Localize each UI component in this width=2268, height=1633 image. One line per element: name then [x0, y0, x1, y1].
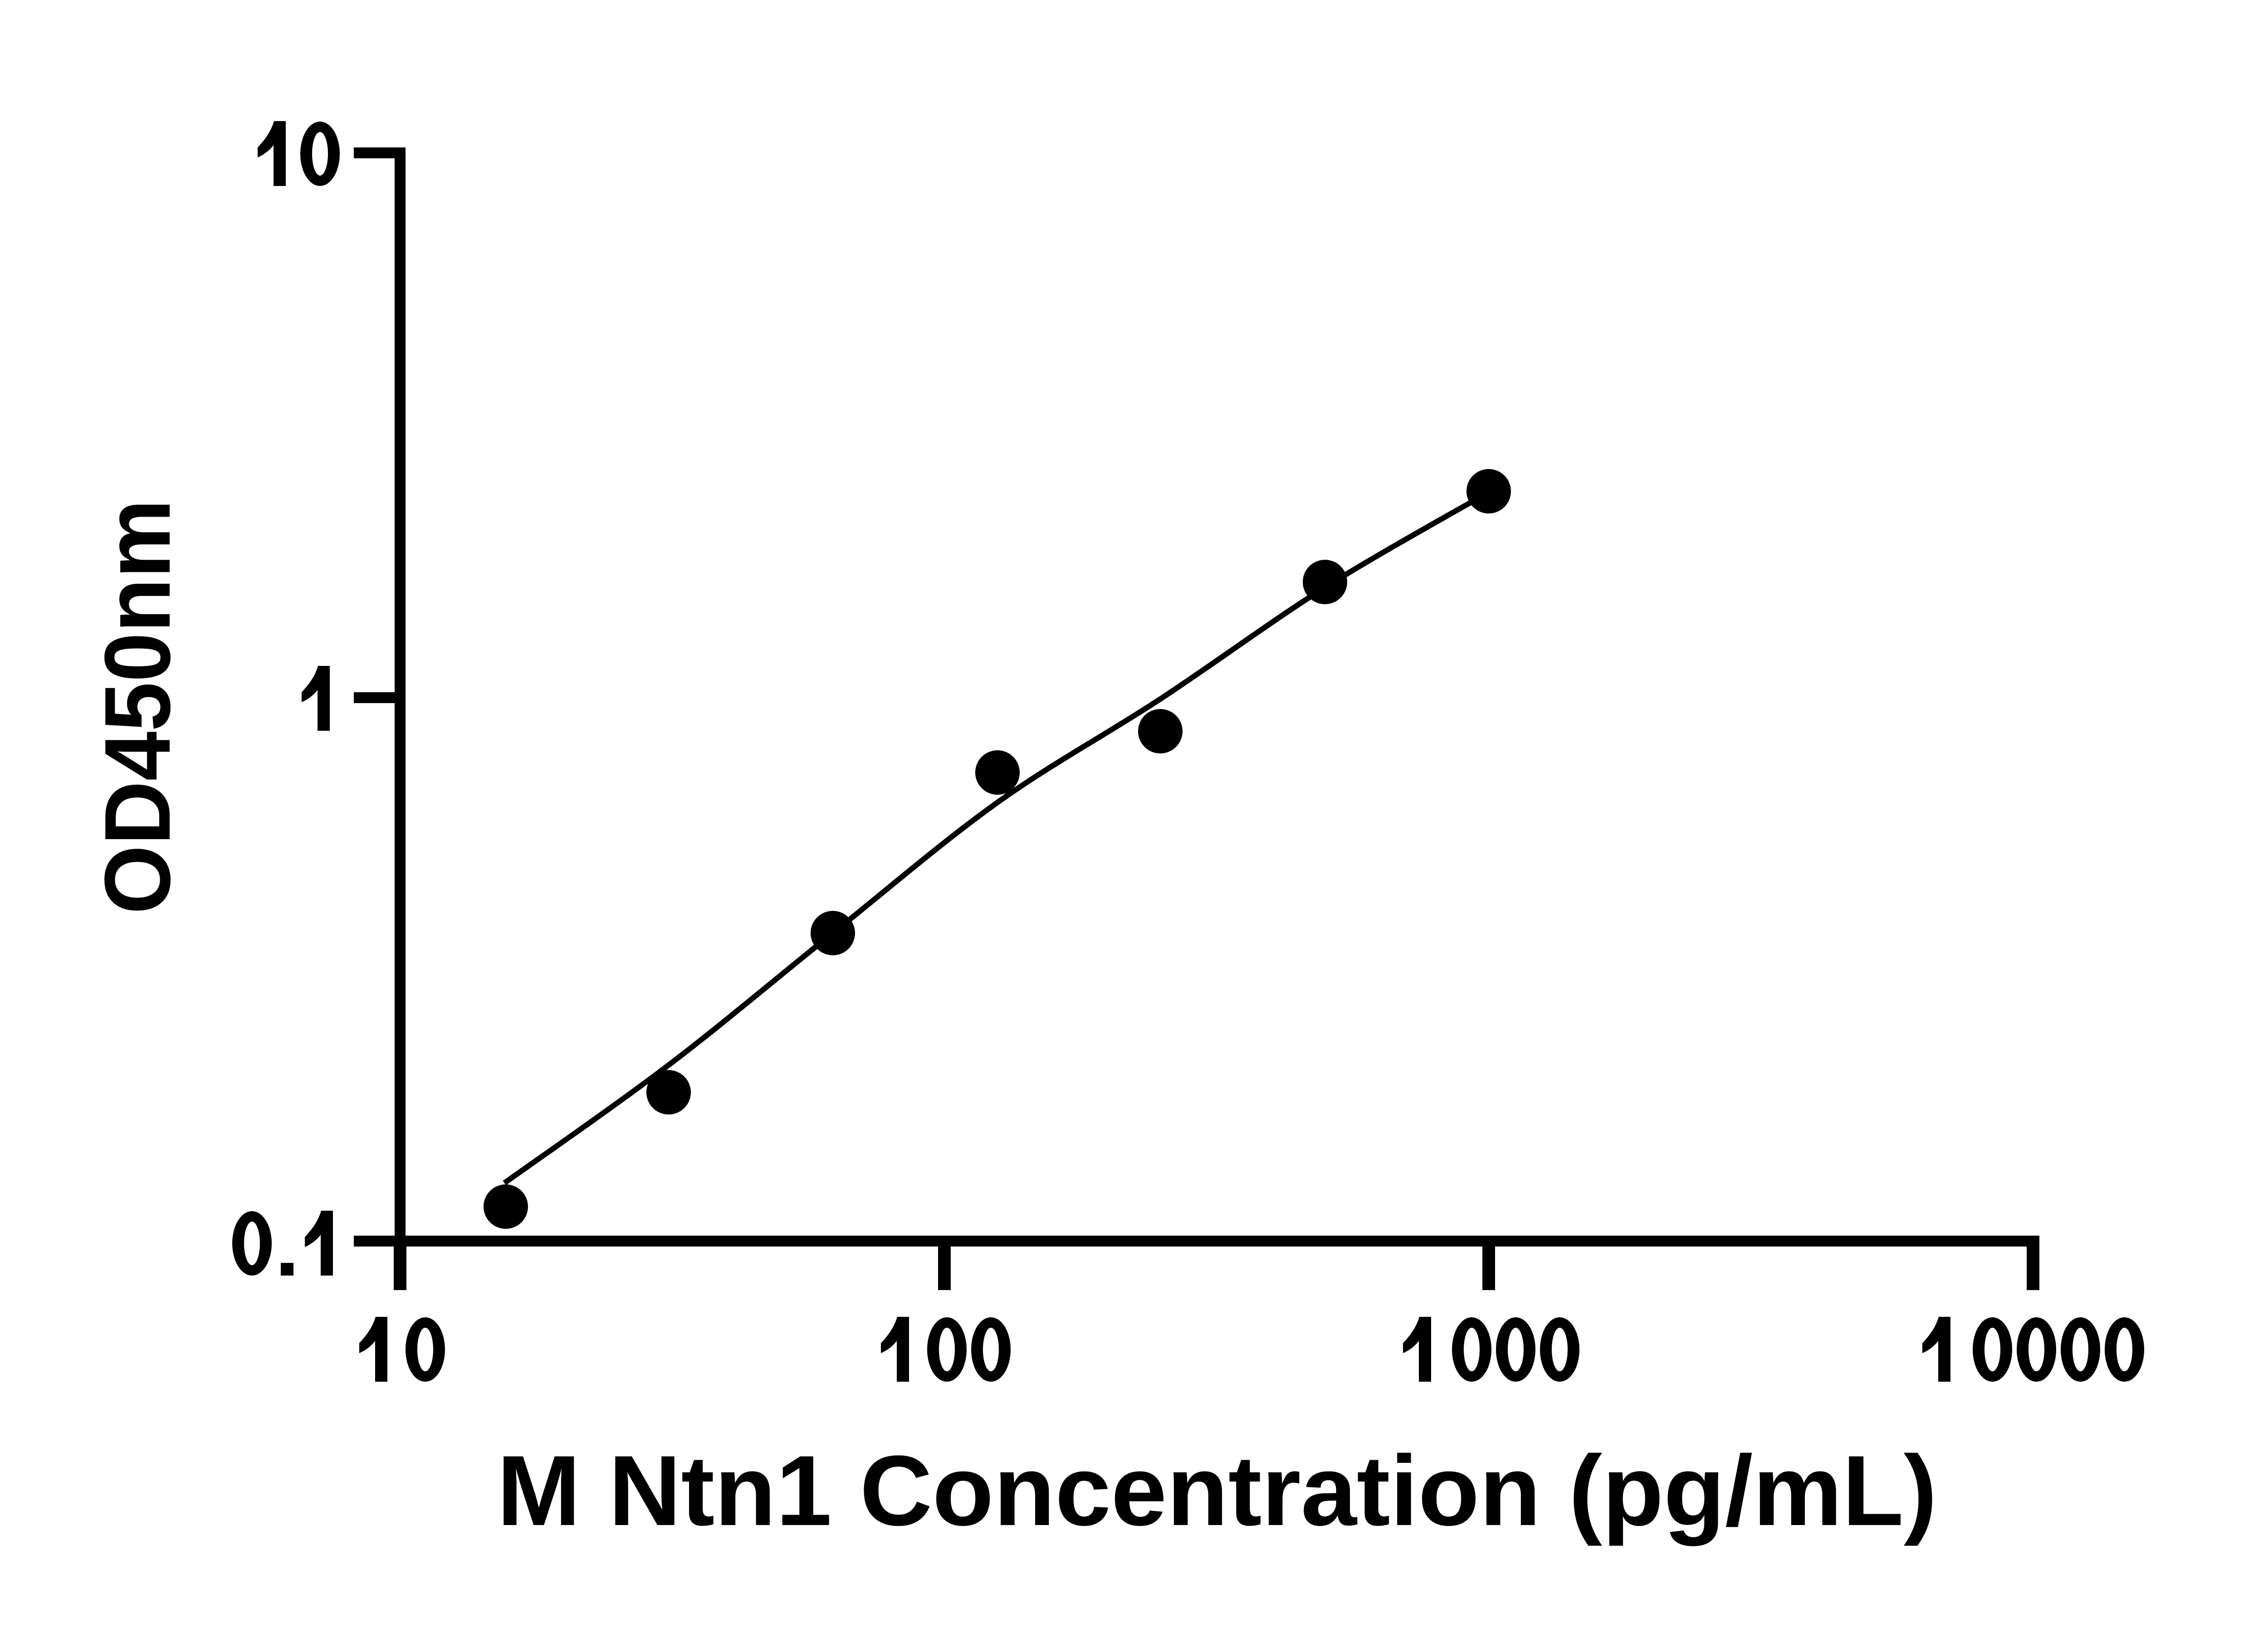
svg-text:M Ntn1 Concentration (pg/mL): M Ntn1 Concentration (pg/mL) [497, 1435, 1937, 1546]
svg-text:OD450nm: OD450nm [85, 499, 190, 914]
